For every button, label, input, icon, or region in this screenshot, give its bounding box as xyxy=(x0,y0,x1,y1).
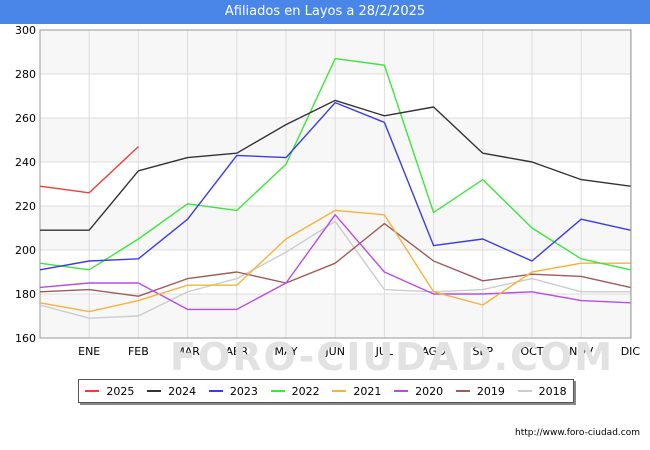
x-tick-label: ABR xyxy=(225,345,248,358)
series-line-2024 xyxy=(40,99,631,231)
x-tick-label: JUN xyxy=(324,345,345,358)
x-tick-label: OCT xyxy=(520,345,543,358)
x-tick-label: JUL xyxy=(375,345,394,358)
plot-border xyxy=(39,29,632,339)
legend-item-2019: 2019 xyxy=(455,384,505,398)
legend-swatch xyxy=(455,390,470,392)
y-tick-label: 240 xyxy=(15,156,36,169)
legend: 2025 2024 2023 2022 2021 2020 2019 2018 xyxy=(78,379,574,403)
legend-item-2024: 2024 xyxy=(147,385,196,398)
series-line-2018 xyxy=(39,220,631,319)
x-tick-label: ENE xyxy=(78,345,100,358)
legend-item-2022: 2022 xyxy=(270,384,320,398)
series-line-2022 xyxy=(39,57,631,271)
y-tick-label: 280 xyxy=(15,68,36,81)
legend-label: 2022 xyxy=(291,384,320,398)
legend-label: 2024 xyxy=(168,384,197,398)
y-tick-label: 300 xyxy=(15,24,36,37)
series-line-2023 xyxy=(39,101,631,271)
legend-item-2020: 2020 xyxy=(394,385,443,398)
legend-label: 2021 xyxy=(353,384,382,398)
y-tick-label: 200 xyxy=(15,244,36,257)
legend-swatch xyxy=(517,390,532,392)
legend-label: 2025 xyxy=(106,384,135,398)
legend-label: 2019 xyxy=(476,384,505,398)
watermark: FORO-CIUDAD.COM xyxy=(170,335,615,379)
y-tick-label: 220 xyxy=(15,200,36,213)
legend-swatch xyxy=(208,390,223,392)
legend-swatch xyxy=(332,390,347,392)
legend-label: 2018 xyxy=(538,384,567,398)
legend-label: 2023 xyxy=(229,384,258,398)
y-tick-label: 160 xyxy=(15,332,36,345)
legend-item-2018: 2018 xyxy=(517,384,567,398)
source-url: http://www.foro-ciudad.com xyxy=(515,428,640,438)
x-tick-label: MAR xyxy=(175,345,200,358)
y-tick-label: 260 xyxy=(15,112,36,125)
x-tick-label: NOV xyxy=(569,345,594,358)
x-tick-label: AGO xyxy=(421,345,446,358)
legend-swatch xyxy=(147,390,162,392)
x-tick-label: FEB xyxy=(128,345,149,358)
x-tick-label: MAY xyxy=(275,345,298,358)
y-tick-label: 180 xyxy=(15,288,36,301)
legend-label: 2020 xyxy=(415,384,444,398)
series-line-2025 xyxy=(39,146,139,194)
legend-swatch xyxy=(394,390,409,392)
x-tick-label: SEP xyxy=(473,345,494,358)
series-line-2019 xyxy=(39,222,631,297)
series-line-2021 xyxy=(39,209,631,313)
chart-title: Afiliados en Layos a 28/2/2025 xyxy=(0,0,650,24)
legend-swatch xyxy=(85,390,100,392)
legend-item-2023: 2023 xyxy=(208,384,258,398)
legend-item-2025: 2025 xyxy=(85,385,134,398)
x-tick-label: DIC xyxy=(621,345,641,358)
legend-swatch xyxy=(270,390,285,392)
legend-item-2021: 2021 xyxy=(332,385,381,398)
series-line-2020 xyxy=(39,214,631,311)
